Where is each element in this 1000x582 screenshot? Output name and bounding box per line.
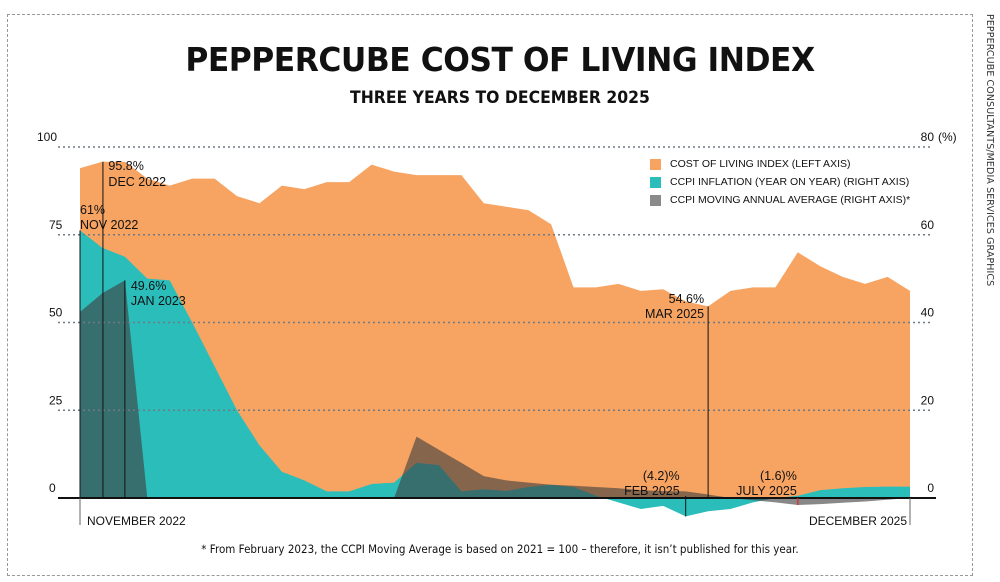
legend-item-ccpi-moving-average: CCPI MOVING ANNUAL AVERAGE (RIGHT AXIS)* [650, 191, 910, 209]
legend-swatch-grey [650, 194, 661, 206]
legend: COST OF LIVING INDEX (LEFT AXIS) CCPI IN… [650, 155, 910, 209]
left-axis-tick-label: 100 [37, 130, 57, 144]
area-ccpi-inflation [80, 230, 910, 517]
annotation-value-dec-2022: 95.8% [108, 159, 143, 173]
left-axis-tick-label: 25 [49, 393, 63, 407]
chart-frame [7, 14, 973, 576]
right-axis-tick-label: 60 [921, 218, 935, 232]
right-axis-unit-label: (%) [938, 130, 957, 144]
legend-label: CCPI INFLATION (YEAR ON YEAR) (RIGHT AXI… [670, 176, 910, 188]
legend-item-cost-of-living: COST OF LIVING INDEX (LEFT AXIS) [650, 155, 910, 173]
annotation-value-mar-2025: 54.6% [669, 292, 704, 306]
footnote: * From February 2023, the CCPI Moving Av… [201, 542, 799, 556]
right-axis-tick-label: 20 [921, 393, 935, 407]
annotation-label-jan-2023: JAN 2023 [131, 294, 186, 308]
x-tick-label-end: DECEMBER 2025 [809, 514, 907, 528]
legend-swatch-teal [650, 176, 661, 188]
left-axis-tick-label: 75 [49, 218, 63, 232]
right-axis-tick-label: 0 [927, 481, 934, 495]
annotation-label-nov-2022: NOV 2022 [80, 218, 138, 232]
legend-item-ccpi-inflation: CCPI INFLATION (YEAR ON YEAR) (RIGHT AXI… [650, 173, 910, 191]
annotation-label-dec-2022: DEC 2022 [108, 175, 166, 189]
side-credit: PEPPERCUBE CONSULTANTS/MEDIA SERVICES GR… [984, 14, 995, 287]
right-axis-tick-label: 40 [921, 306, 935, 320]
annotation-label-mar-2025: MAR 2025 [645, 307, 704, 321]
annotation-value-nov-2022: 61% [80, 203, 105, 217]
left-axis-tick-label: 0 [49, 481, 56, 495]
annotation-value-jan-2023: 49.6% [131, 279, 166, 293]
legend-label: COST OF LIVING INDEX (LEFT AXIS) [670, 158, 851, 170]
annotation-label-jul-2025: JULY 2025 [736, 484, 797, 498]
legend-label: CCPI MOVING ANNUAL AVERAGE (RIGHT AXIS)* [670, 194, 911, 206]
annotation-value-jul-2025: (1.6)% [760, 469, 797, 483]
left-axis-tick-label: 50 [49, 306, 63, 320]
annotation-label-feb-2025: FEB 2025 [624, 484, 680, 498]
right-axis-tick-label: 80 [921, 130, 935, 144]
x-tick-label-start: NOVEMBER 2022 [87, 514, 186, 528]
area-cost-of-living-index [80, 161, 910, 498]
legend-swatch-orange [650, 158, 661, 170]
annotation-value-feb-2025: (4.2)% [643, 469, 680, 483]
chart-subtitle: THREE YEARS TO DECEMBER 2025 [350, 88, 650, 108]
chart-title: PEPPERCUBE COST OF LIVING INDEX [185, 40, 815, 79]
